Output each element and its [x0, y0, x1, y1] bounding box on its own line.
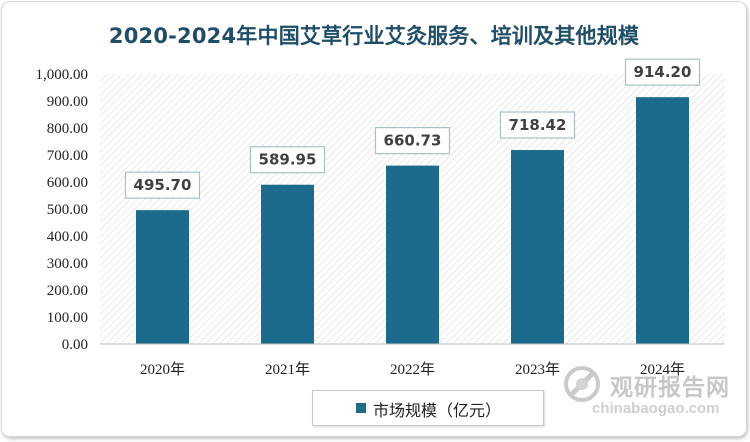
- data-label: 718.42: [499, 111, 576, 139]
- data-label-box: [374, 127, 451, 155]
- y-tick-label: 900.00: [47, 94, 88, 110]
- watermark-domain: chinabaogao.com: [592, 400, 720, 417]
- x-tick-label: 2022年: [390, 361, 435, 378]
- watermark: 观研报告网 chinabaogao.com: [562, 364, 742, 426]
- legend-swatch: [356, 403, 366, 413]
- data-label-box: [249, 146, 326, 174]
- bar: [511, 150, 564, 344]
- y-tick-label: 100.00: [47, 310, 88, 326]
- data-label-text: 495.70: [134, 176, 192, 194]
- data-label-text: 914.20: [634, 63, 692, 81]
- y-tick-label: 300.00: [47, 256, 88, 272]
- data-label-box: [624, 58, 701, 86]
- watermark-logo: [564, 366, 600, 402]
- chart-title: 2020-2024年中国艾草行业艾灸服务、培训及其他规模: [108, 24, 640, 48]
- data-label-text: 589.95: [259, 151, 317, 169]
- data-label: 589.95: [249, 146, 326, 174]
- legend-label: 市场规模（亿元）: [373, 401, 502, 420]
- bar-chart: 0.00 100.00 200.00 300.00 400.00 500.00 600.00…: [36, 58, 725, 378]
- x-tick-label: 2024年: [640, 361, 685, 378]
- y-tick-label: 800.00: [47, 121, 88, 137]
- y-tick-label: 700.00: [47, 148, 88, 164]
- data-label-text: 718.42: [509, 116, 567, 134]
- x-tick-label: 2023年: [515, 361, 560, 378]
- data-label-box: [124, 171, 201, 199]
- y-tick-label: 500.00: [47, 202, 88, 218]
- x-tick-label: 2020年: [140, 361, 185, 378]
- y-tick-label: 0.00: [62, 337, 88, 353]
- data-label: 660.73: [374, 127, 451, 155]
- bar: [636, 97, 689, 344]
- data-label: 495.70: [124, 171, 201, 199]
- bar: [136, 210, 189, 344]
- chart-card: 2020-2024年中国艾草行业艾灸服务、培训及其他规模 0.00 100.00 2…: [2, 2, 746, 436]
- y-tick-label: 400.00: [47, 229, 88, 245]
- y-tick-label: 1,000.00: [36, 67, 89, 83]
- x-tick-label: 2021年: [265, 361, 310, 378]
- data-label: 914.20: [624, 58, 701, 86]
- data-label-text: 660.73: [384, 132, 442, 150]
- data-label-box: [499, 111, 576, 139]
- y-tick-label: 600.00: [47, 175, 88, 191]
- legend: 市场规模（亿元）: [312, 390, 544, 426]
- watermark-name: 观研报告网: [610, 375, 730, 401]
- bar: [261, 184, 314, 344]
- bar: [386, 165, 439, 344]
- y-tick-label: 200.00: [47, 283, 88, 299]
